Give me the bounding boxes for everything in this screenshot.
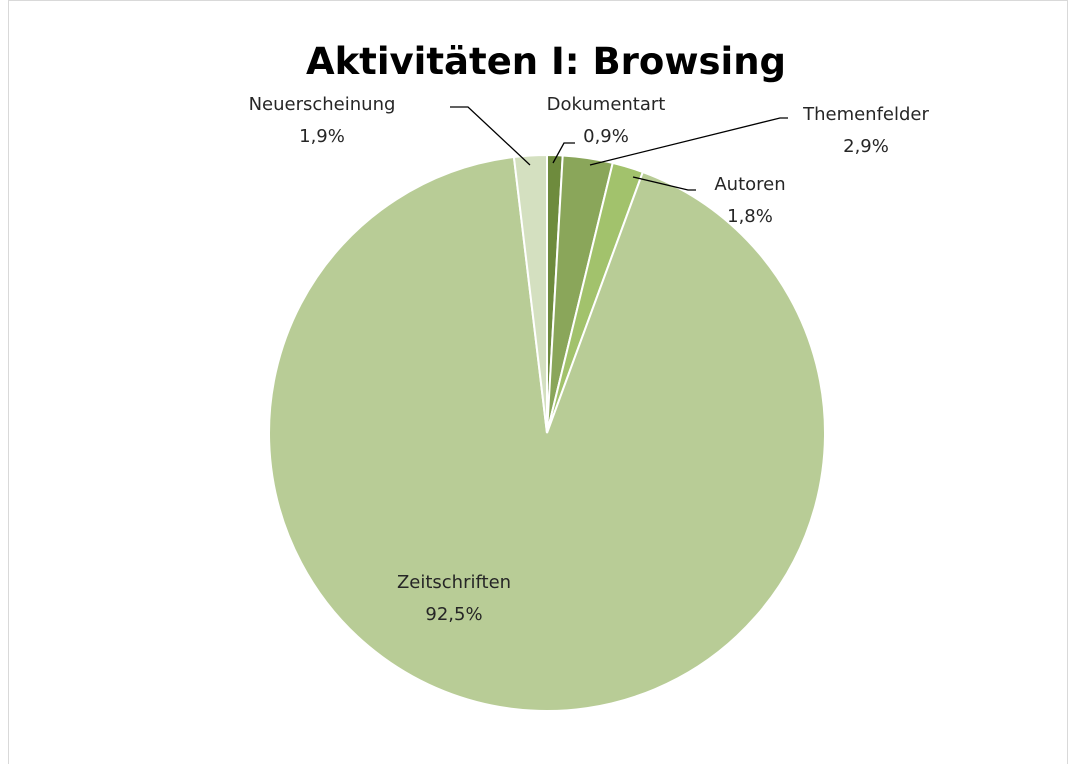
slice-name-themenfelder: Themenfelder — [802, 104, 929, 125]
slice-value-zeitschriften: 92,5% — [425, 604, 482, 625]
leader-lines — [450, 106, 788, 191]
leader-line-autoren — [632, 176, 696, 191]
leader-line-dokumentart — [552, 142, 575, 164]
slice-value-dokumentart: 0,9% — [583, 126, 629, 147]
slice-name-dokumentart: Dokumentart — [547, 94, 666, 115]
slice-value-neuerscheinung: 1,9% — [299, 126, 345, 147]
slice-name-autoren: Autoren — [714, 174, 785, 195]
slice-name-zeitschriften: Zeitschriften — [397, 572, 511, 593]
leader-line-neuerscheinung — [450, 106, 531, 166]
slice-value-autoren: 1,8% — [727, 206, 773, 227]
chart-title: Aktivitäten I: Browsing — [306, 40, 786, 83]
slice-value-themenfelder: 2,9% — [843, 136, 889, 157]
pie-slice-zeitschriften — [268, 155, 826, 712]
slice-labels: Dokumentart 0,9% Themenfelder 2,9% Autoren 1,… — [249, 94, 930, 625]
pie-slice-neuerscheinung — [512, 153, 548, 434]
pie-slices — [268, 153, 826, 712]
leader-line-themenfelder — [589, 117, 788, 166]
slice-name-neuerscheinung: Neuerscheinung — [249, 94, 396, 115]
